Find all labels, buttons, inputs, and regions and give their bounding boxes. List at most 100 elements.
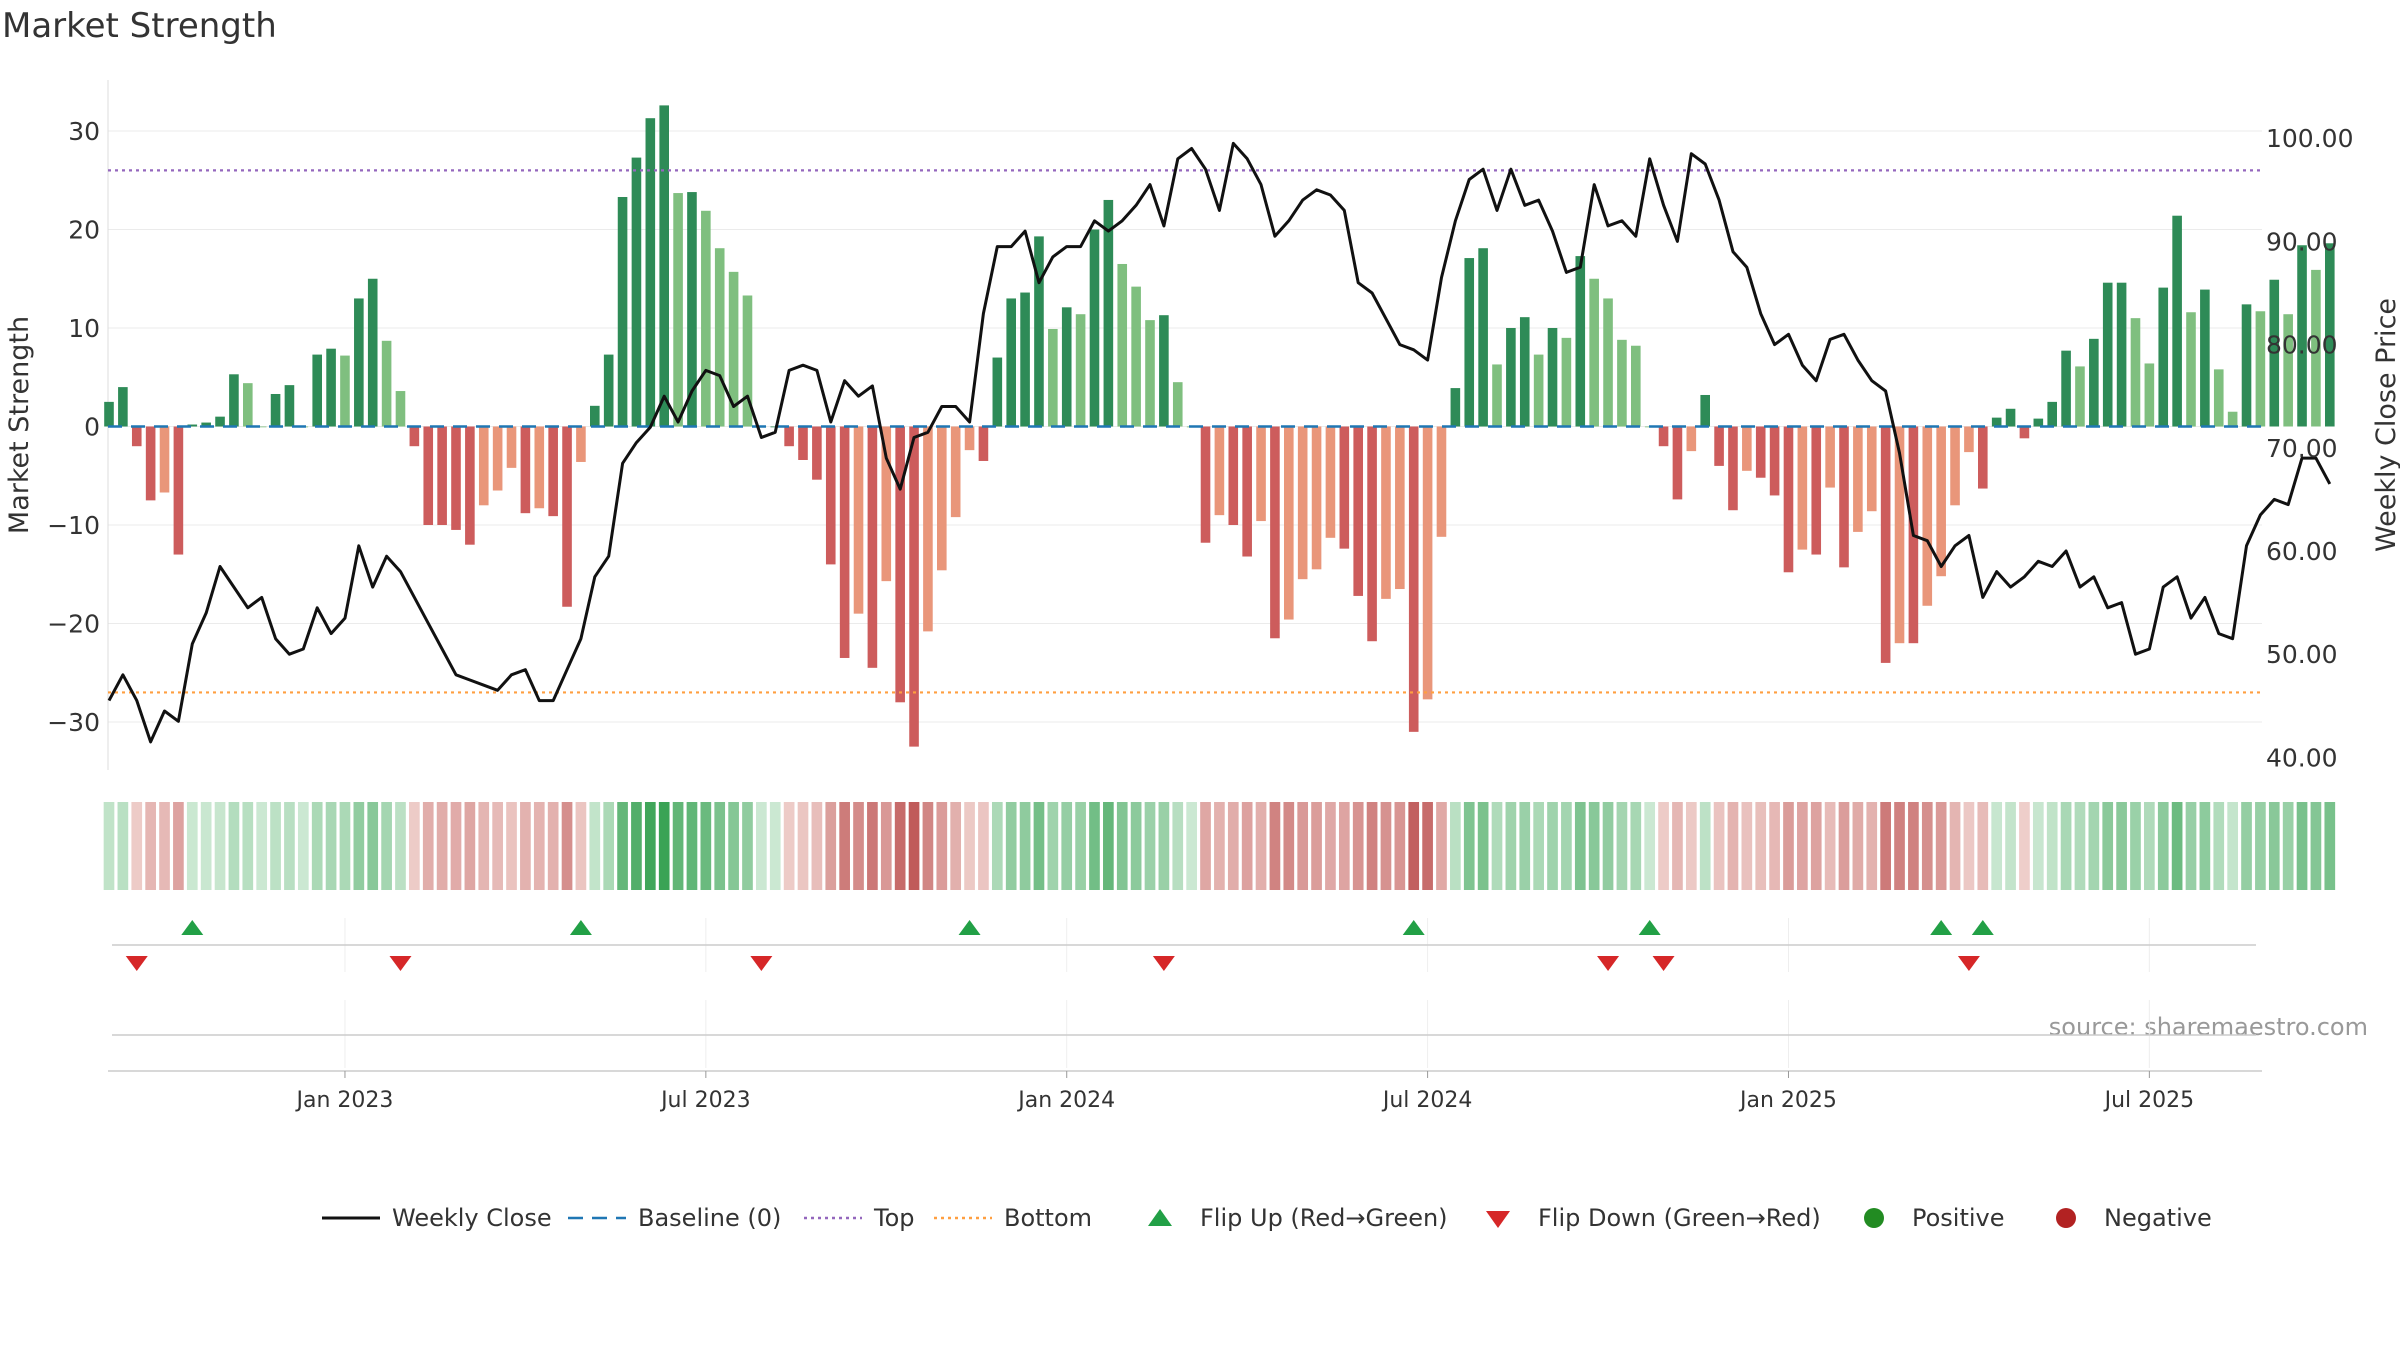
heat-cell <box>1908 802 1919 890</box>
strength-bar <box>1839 426 1849 568</box>
heat-cell <box>1741 802 1753 890</box>
strength-bar <box>1367 426 1377 642</box>
strength-bar <box>714 248 725 427</box>
heat-cell <box>200 802 212 890</box>
heat-cell <box>2310 802 2322 890</box>
heat-cell <box>783 802 795 890</box>
strength-bar <box>881 426 892 582</box>
heat-cell <box>103 802 115 890</box>
strength-bar <box>2033 418 2044 427</box>
legend-label: Flip Down (Green→Red) <box>1538 1204 1821 1232</box>
heat-cell <box>270 802 281 890</box>
heat-cell <box>1491 802 1503 890</box>
heat-cell <box>2144 802 2155 890</box>
strength-bar <box>1284 426 1294 620</box>
y-left-tick-label: 10 <box>68 314 100 343</box>
strength-bar <box>1492 364 1502 427</box>
heat-cell <box>1769 802 1780 890</box>
strength-bar <box>1061 307 1072 427</box>
strength-bar <box>2158 287 2169 427</box>
strength-bar <box>1353 426 1363 596</box>
strength-bar <box>867 426 878 668</box>
heat-cell <box>1422 802 1433 890</box>
strength-bar <box>256 426 267 428</box>
strength-bar <box>1755 426 1766 478</box>
weekly-close-line <box>107 141 2332 744</box>
heat-cell <box>1505 802 1517 890</box>
strength-bar <box>562 426 572 607</box>
strength-bar <box>2283 314 2293 427</box>
strength-bar <box>2102 282 2113 427</box>
heat-cell <box>922 802 934 890</box>
heat-cell <box>214 802 226 890</box>
heat-cell <box>644 802 656 890</box>
y-right-tick-label: 90.00 <box>2266 227 2338 256</box>
legend-circle-icon <box>2056 1208 2076 1228</box>
weekly-close-series <box>107 141 2332 744</box>
strength-bar <box>1631 345 1641 427</box>
strength-bar <box>2172 215 2182 427</box>
heat-cell <box>658 802 670 890</box>
heat-cell <box>1977 802 1989 890</box>
source-credit: source: sharemaestro.com <box>2049 1013 2368 1041</box>
strength-bar <box>145 426 156 501</box>
strength-bar <box>173 426 184 555</box>
flip-up-marker <box>1402 920 1425 935</box>
strength-bar <box>1575 256 1586 427</box>
heat-cell <box>2324 802 2336 890</box>
strength-bars <box>104 105 2335 747</box>
strength-bar <box>159 426 170 493</box>
heat-cell <box>131 802 143 890</box>
strength-bar <box>1797 426 1808 550</box>
heat-cell <box>1241 802 1253 890</box>
strength-bar <box>1478 248 1488 427</box>
strength-bar <box>1006 298 1016 427</box>
legend-item: Weekly Close <box>322 1204 552 1232</box>
heat-cell <box>1005 802 1017 890</box>
heat-cell <box>672 802 684 890</box>
heat-cell <box>325 802 337 890</box>
heat-cell <box>2157 802 2169 890</box>
flip-down-marker <box>1597 956 1620 971</box>
heat-cell <box>589 802 601 890</box>
flip-down-marker <box>389 956 412 971</box>
heat-cell <box>2019 802 2030 890</box>
strength-bar <box>1200 426 1211 543</box>
y-left-tick-label: −30 <box>47 708 100 737</box>
heat-cell <box>1450 802 1461 890</box>
strength-bar <box>1603 298 1613 427</box>
strength-bar <box>506 426 517 468</box>
strength-bar <box>215 416 225 427</box>
strength-bar <box>284 385 295 427</box>
heat-cell <box>1644 802 1656 890</box>
strength-bar <box>1103 199 1114 427</box>
x-tick-label: Jan 2024 <box>1016 1088 1115 1113</box>
heat-cell <box>1797 802 1808 890</box>
heat-cell <box>1713 802 1725 890</box>
strength-bar <box>1533 354 1544 427</box>
heat-cell <box>1894 802 1905 890</box>
strength-bar <box>270 393 281 427</box>
heat-cell <box>811 802 823 890</box>
heat-cell <box>1685 802 1697 890</box>
strength-bar <box>1811 426 1822 555</box>
flip-down-marker <box>750 956 773 971</box>
heat-cell <box>1949 802 1961 890</box>
strength-bar <box>2213 369 2224 427</box>
heat-cell <box>1338 802 1350 890</box>
heat-cell <box>1283 802 1295 890</box>
strength-bar <box>1936 426 1946 577</box>
strength-bar <box>1700 394 1710 427</box>
heat-cell <box>1186 802 1197 890</box>
strength-bar <box>312 354 322 427</box>
heat-cell <box>825 802 837 890</box>
strength-bar <box>1964 426 1974 453</box>
heat-cell <box>395 802 406 890</box>
heat-cell <box>839 802 850 890</box>
strength-bar <box>131 426 142 447</box>
strength-bar <box>1728 426 1738 511</box>
strength-bar <box>1242 426 1252 557</box>
chart-title: Market Strength <box>2 6 277 46</box>
heat-cell <box>2241 802 2252 890</box>
heat-cell <box>1519 802 1531 890</box>
